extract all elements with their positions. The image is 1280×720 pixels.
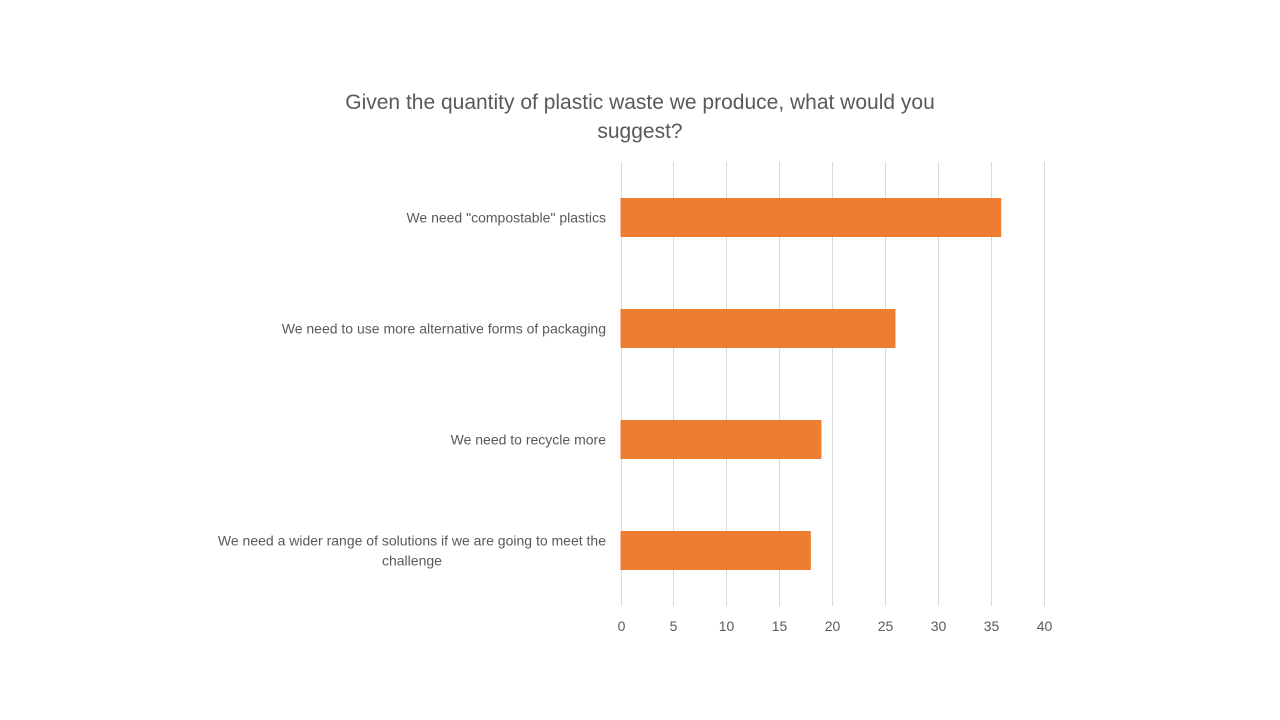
- x-tick-label: 35: [984, 618, 1000, 634]
- x-tick-label: 25: [878, 618, 894, 634]
- category-labels: We need "compostable" plastics We need to…: [218, 210, 606, 569]
- x-tick-label: 20: [825, 618, 841, 634]
- x-tick-label: 30: [931, 618, 947, 634]
- x-tick-label: 15: [772, 618, 788, 634]
- x-tick-label: 10: [719, 618, 735, 634]
- bar: [620, 420, 822, 459]
- chart-title: Given the quantity of plastic waste we p…: [345, 91, 935, 143]
- x-tick-label: 5: [670, 618, 678, 634]
- x-tick-label: 0: [618, 618, 626, 634]
- category-label: We need to recycle more: [451, 432, 607, 448]
- bar: [620, 531, 811, 570]
- x-axis-tick-labels: 0 5 10 15 20 25 30 35 40: [618, 618, 1053, 634]
- x-tick-label: 40: [1037, 618, 1053, 634]
- bars: [620, 198, 1002, 570]
- category-label: We need to use more alternative forms of…: [282, 321, 606, 337]
- category-label: We need a wider range of solutions if we…: [218, 533, 606, 569]
- bar: [620, 309, 896, 348]
- category-label: We need "compostable" plastics: [406, 210, 606, 226]
- bar: [620, 198, 1002, 237]
